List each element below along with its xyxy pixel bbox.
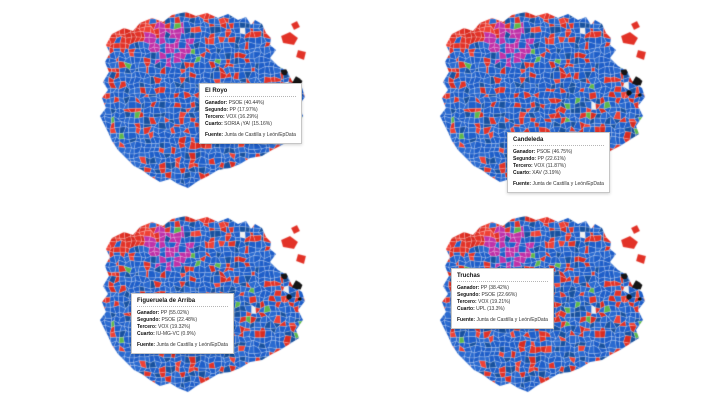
map-panel-el-royo: El Royo Ganador: PSOE (40.44%) Segundo: … xyxy=(85,8,331,200)
tooltip-row-fourth: Cuarto: UPL (13.3%) xyxy=(457,306,505,312)
map-tooltip: Figueruela de Arriba Ganador: PP (55.02%… xyxy=(131,293,234,354)
tooltip-municipality-title: Truchas xyxy=(457,273,548,282)
tooltip-row-third: Tercero: VOX (19.21%) xyxy=(457,299,511,305)
tooltip-source: Fuente: Junta de Castilla y León/EpData xyxy=(513,181,604,187)
map-tooltip: Truchas Ganador: PP (38.42%) Segundo: PS… xyxy=(451,268,554,329)
tooltip-row-second: Segundo: PP (22.61%) xyxy=(513,156,566,162)
tooltip-municipality-title: El Royo xyxy=(205,88,296,97)
tooltip-municipality-title: Candeleda xyxy=(513,137,604,146)
tooltip-row-fourth: Cuarto: IU-MG-VC (0.9%) xyxy=(137,331,196,337)
tooltip-row-second: Segundo: PP (17.97%) xyxy=(205,107,258,113)
tooltip-row-third: Tercero: VOX (11.87%) xyxy=(513,163,566,169)
tooltip-row-third: Tercero: VOX (19.32%) xyxy=(137,324,191,330)
map-panel-candeleda: Candeleda Ganador: PSOE (46.75%) Segundo… xyxy=(425,8,671,200)
tooltip-row-third: Tercero: VOX (16.29%) xyxy=(205,114,259,120)
tooltip-source: Fuente: Junta de Castilla y León/EpData xyxy=(457,317,548,323)
map-panel-truchas: Truchas Ganador: PP (38.42%) Segundo: PS… xyxy=(425,212,671,404)
tooltip-row-fourth: Cuarto: SORIA ¡YA! (15.16%) xyxy=(205,121,272,127)
map-tooltip: El Royo Ganador: PSOE (40.44%) Segundo: … xyxy=(199,83,302,144)
map-tooltip: Candeleda Ganador: PSOE (46.75%) Segundo… xyxy=(507,132,610,193)
map-panel-figueruela-de-arriba: Figueruela de Arriba Ganador: PP (55.02%… xyxy=(85,212,331,404)
tooltip-row-fourth: Cuarto: XAV (3.19%) xyxy=(513,170,561,176)
tooltip-row-second: Segundo: PSOE (22.66%) xyxy=(457,292,518,298)
tooltip-row-winner: Ganador: PP (55.02%) xyxy=(137,310,189,316)
tooltip-row-winner: Ganador: PSOE (40.44%) xyxy=(205,100,265,106)
tooltip-source: Fuente: Junta de Castilla y León/EpData xyxy=(205,132,296,138)
tooltip-municipality-title: Figueruela de Arriba xyxy=(137,298,228,307)
tooltip-row-winner: Ganador: PP (38.42%) xyxy=(457,285,509,291)
tooltip-source: Fuente: Junta de Castilla y León/EpData xyxy=(137,342,228,348)
tooltip-row-second: Segundo: PSOE (22.48%) xyxy=(137,317,198,323)
tooltip-row-winner: Ganador: PSOE (46.75%) xyxy=(513,149,573,155)
